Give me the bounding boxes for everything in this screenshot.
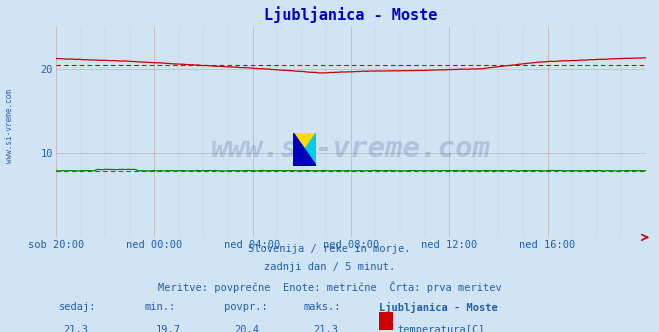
Text: Slovenija / reke in morje.: Slovenija / reke in morje. xyxy=(248,244,411,254)
Text: www.si-vreme.com: www.si-vreme.com xyxy=(5,89,14,163)
Title: Ljubljanica - Moste: Ljubljanica - Moste xyxy=(264,6,438,23)
Text: Meritve: povprečne  Enote: metrične  Črta: prva meritev: Meritve: povprečne Enote: metrične Črta:… xyxy=(158,281,501,292)
Text: 20,4: 20,4 xyxy=(235,325,260,332)
Polygon shape xyxy=(293,133,316,166)
Text: zadnji dan / 5 minut.: zadnji dan / 5 minut. xyxy=(264,262,395,272)
Text: 21,3: 21,3 xyxy=(314,325,339,332)
Polygon shape xyxy=(293,133,316,166)
Text: sedaj:: sedaj: xyxy=(59,302,97,312)
Text: min.:: min.: xyxy=(145,302,176,312)
Text: povpr.:: povpr.: xyxy=(224,302,268,312)
Text: 21,3: 21,3 xyxy=(63,325,88,332)
Text: 19,7: 19,7 xyxy=(156,325,181,332)
Text: www.si-vreme.com: www.si-vreme.com xyxy=(211,135,491,163)
Text: maks.:: maks.: xyxy=(303,302,341,312)
Polygon shape xyxy=(293,133,316,166)
Text: temperatura[C]: temperatura[C] xyxy=(397,325,485,332)
Text: Ljubljanica - Moste: Ljubljanica - Moste xyxy=(379,302,498,313)
